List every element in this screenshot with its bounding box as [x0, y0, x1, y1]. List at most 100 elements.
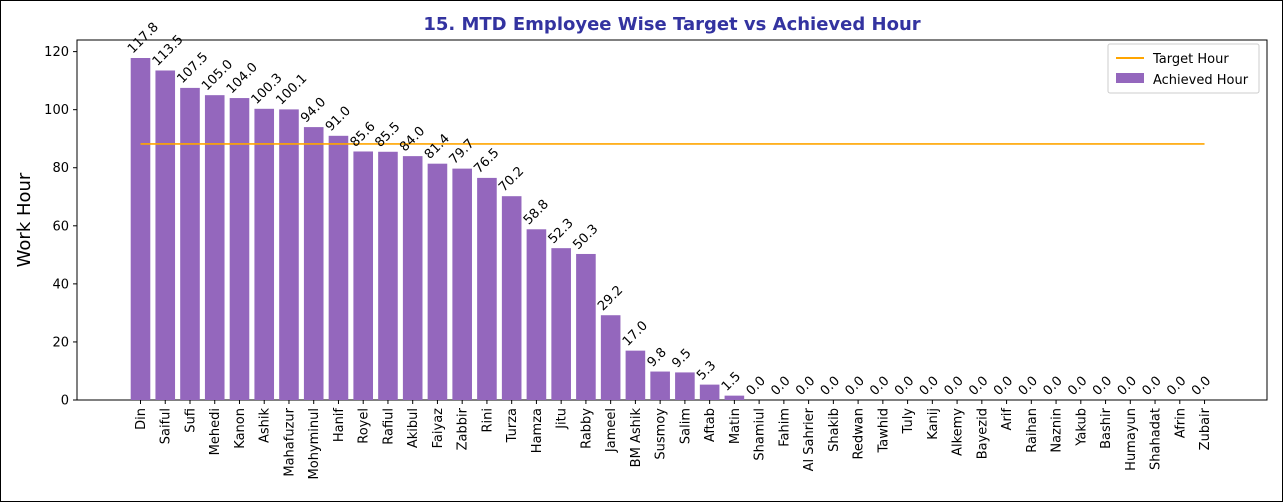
x-tick-label: Shahadat [1149, 408, 1164, 470]
bar [254, 108, 275, 400]
y-tick-label: 20 [52, 335, 69, 350]
x-tick-label: Tawhid [876, 408, 891, 454]
x-tick-label: Mehedi [208, 408, 223, 455]
x-tick-label: Kanij [926, 408, 941, 440]
x-axis: Din Saiful Sufi Mehedi Kanon Ashik Mahafuzur Mo… [134, 400, 1213, 479]
x-tick-label: Naznin [1050, 408, 1065, 453]
bar [204, 95, 225, 401]
bar [353, 151, 374, 400]
bar [378, 151, 398, 400]
x-tick-label: Susmoy [654, 408, 669, 460]
x-tick-label: Zabbir [456, 407, 471, 450]
x-tick-label: Bayezid [975, 408, 990, 459]
bar [402, 156, 423, 400]
x-tick-label: Saiful [159, 408, 174, 444]
bar [477, 177, 497, 400]
x-tick-label: Al Sahrier [802, 407, 817, 471]
bar [303, 127, 324, 400]
bars [130, 58, 745, 401]
bar [600, 315, 621, 400]
legend-target-label: Target Hour [1152, 52, 1229, 67]
data-label: 91.0 [323, 104, 354, 135]
y-axis-label: Work Hour [14, 172, 35, 267]
y-axis: 0 20 40 60 80 100 120 [44, 45, 77, 409]
bar [155, 70, 176, 400]
x-tick-label: Yakub [1074, 408, 1089, 447]
x-tick-label: Jameel [604, 408, 619, 453]
x-tick-label: Hamza [530, 408, 545, 453]
data-label: 0.0 [1065, 374, 1090, 399]
x-tick-label: Matin [728, 408, 743, 444]
x-tick-label: Aftab [703, 408, 718, 442]
x-tick-label: Zubair [1198, 407, 1213, 450]
bar [180, 87, 200, 400]
x-tick-label: Shakib [827, 408, 842, 452]
x-tick-label: Shamiul [753, 408, 768, 461]
data-label: 29.2 [595, 283, 626, 314]
bar [452, 168, 472, 400]
x-tick-label: Rini [480, 408, 495, 433]
data-label: 0.0 [867, 374, 892, 399]
x-tick-label: Tuly [901, 408, 916, 435]
y-tick-label: 100 [44, 103, 69, 118]
chart-title: 15. MTD Employee Wise Target vs Achieved… [423, 14, 920, 35]
data-label: 9.8 [645, 345, 670, 370]
x-tick-label: Sufi [183, 408, 198, 433]
data-label: 0.0 [1115, 374, 1140, 399]
data-label: 0.0 [1189, 374, 1214, 399]
bar [328, 135, 349, 400]
data-label: 0.0 [818, 374, 843, 399]
data-label: 0.0 [892, 374, 917, 399]
x-tick-label: Alkemy [951, 408, 966, 456]
x-tick-label: BM Ashik [629, 408, 644, 468]
x-tick-label: Mahafuzur [282, 407, 297, 476]
bar [625, 350, 646, 400]
data-label: 9.5 [669, 346, 694, 371]
x-tick-label: Din [134, 408, 149, 430]
legend-box [1107, 43, 1260, 94]
x-tick-label: Raihan [1025, 408, 1040, 453]
data-label: 5.3 [694, 358, 719, 383]
data-label: 58.8 [521, 197, 552, 228]
bar [699, 384, 720, 400]
bar [229, 98, 250, 400]
data-label: 0.0 [1040, 374, 1065, 399]
bar [576, 253, 596, 400]
data-label: 0.0 [917, 374, 942, 399]
bar [279, 109, 299, 401]
x-tick-label: Rabby [579, 408, 594, 449]
x-tick-label: Turza [505, 408, 520, 443]
data-label: 0.0 [1139, 374, 1164, 399]
y-tick-label: 120 [44, 45, 69, 60]
x-tick-label: Salim [678, 408, 693, 444]
data-label: 0.0 [793, 374, 818, 399]
x-tick-label: Mohyminul [307, 408, 322, 479]
bar [526, 229, 547, 400]
data-label: 0.0 [1090, 374, 1115, 399]
data-label: 0.0 [1016, 374, 1041, 399]
data-label: 76.5 [471, 146, 502, 177]
data-label: 0.0 [991, 374, 1016, 399]
data-label: 1.5 [719, 369, 744, 394]
plot-area [76, 39, 1268, 401]
y-tick-label: 60 [52, 219, 69, 234]
data-label: 0.0 [942, 374, 967, 399]
x-tick-label: Afrin [1173, 408, 1188, 438]
x-tick-label: Ashik [258, 408, 273, 444]
x-tick-label: Royel [357, 408, 372, 444]
y-tick-label: 80 [52, 161, 69, 176]
y-tick-label: 0 [61, 394, 69, 409]
legend-achieved-swatch [1116, 73, 1144, 83]
data-label: 0.0 [843, 374, 868, 399]
bar [675, 372, 695, 400]
bar [130, 58, 151, 400]
data-label: 0.0 [744, 374, 769, 399]
x-tick-label: Humayun [1124, 408, 1139, 471]
y-tick-label: 40 [52, 277, 69, 292]
data-label: 0.0 [768, 374, 793, 399]
data-label: 85.6 [348, 119, 379, 150]
x-tick-label: Akibul [406, 408, 421, 448]
legend-achieved-label: Achieved Hour [1153, 73, 1249, 88]
x-tick-label: Faiyaz [431, 408, 446, 449]
